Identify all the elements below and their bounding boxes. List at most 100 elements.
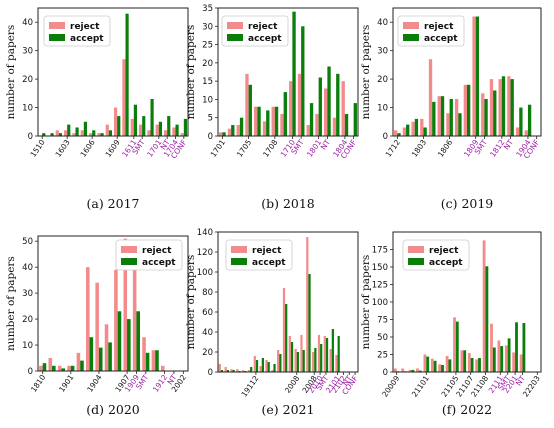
y-tick-label: 0 <box>28 132 33 142</box>
panel-caption: (e) 2021 <box>262 402 315 417</box>
accept-bar <box>150 99 154 136</box>
reject-bar <box>515 127 520 136</box>
reject-bar <box>423 354 427 372</box>
reject-bar <box>259 366 262 372</box>
reject-bar <box>95 282 99 371</box>
accept-bar <box>50 133 54 136</box>
y-tick-label: 40 <box>22 18 33 28</box>
y-tick-label: 125 <box>372 281 388 291</box>
reject-bar <box>332 117 337 136</box>
accept-bar <box>433 360 437 372</box>
accept-bar <box>261 358 264 372</box>
reject-bar <box>254 106 258 136</box>
plot-frame <box>392 7 542 137</box>
accept-bar <box>285 304 288 372</box>
legend-swatch-reject <box>403 22 419 29</box>
y-tick-label: 40 <box>377 18 388 28</box>
reject-bar <box>312 352 315 372</box>
reject-bar <box>341 81 345 136</box>
x-tick-label: 1606 <box>78 138 96 159</box>
reject-bar <box>475 359 479 372</box>
reject-bar <box>297 73 302 136</box>
plot-frame <box>217 7 359 137</box>
reject-bar <box>123 238 128 371</box>
accept-bar <box>353 103 357 136</box>
x-tick-label: 1901 <box>57 373 75 394</box>
y-tick-label: 20 <box>22 75 33 85</box>
reject-bar <box>139 124 143 136</box>
accept-bar <box>220 370 224 372</box>
reject-bar <box>453 317 456 372</box>
reject-bar <box>76 352 81 371</box>
reject-bar <box>430 358 434 372</box>
reject-bar <box>401 368 405 372</box>
accept-bar <box>255 360 259 372</box>
reject-bar <box>105 124 109 136</box>
reject-bar <box>289 81 293 136</box>
accept-bar <box>327 66 331 136</box>
y-tick-label: 100 <box>372 298 388 308</box>
accept-bar <box>493 90 497 136</box>
accept-bar <box>155 350 159 371</box>
reject-bar <box>445 355 449 372</box>
legend: reject accept <box>221 15 289 47</box>
x-tick-label: 2008 <box>283 374 301 395</box>
accept-bar <box>231 125 235 136</box>
y-tick-label: 0 <box>208 368 213 378</box>
accept-bar <box>232 370 235 372</box>
accept-bar <box>257 106 261 136</box>
y-tick-label: 175 <box>372 246 388 256</box>
reject-bar <box>161 365 165 371</box>
y-tick-label: 150 <box>372 263 388 273</box>
x-tick-label: 1609 <box>103 138 121 159</box>
accept-bar <box>397 133 401 136</box>
accept-bar <box>344 114 349 136</box>
accept-bar <box>510 79 514 136</box>
legend: reject accept <box>225 239 293 271</box>
plot-frame <box>37 235 189 372</box>
panel-caption: (f) 2022 <box>442 402 492 417</box>
panel-caption: (c) 2019 <box>441 196 494 211</box>
reject-bar <box>489 79 494 136</box>
reject-bar <box>80 130 84 136</box>
accept-bar <box>423 127 427 136</box>
panel-caption: (a) 2017 <box>87 196 140 211</box>
y-tick-label: 75 <box>377 316 388 326</box>
reject-bar <box>219 132 223 136</box>
y-axis-label: number of papers <box>185 25 197 120</box>
reject-bar <box>172 127 176 136</box>
y-axis-label: number of papers <box>5 25 17 120</box>
reject-bar <box>454 99 459 136</box>
legend-label-reject: reject <box>70 22 100 32</box>
accept-bar <box>83 121 87 136</box>
reject-bar <box>288 336 291 372</box>
y-tick-label: 0 <box>208 132 213 142</box>
reject-bar <box>265 360 268 372</box>
reject-bar <box>411 121 415 136</box>
legend-swatch-reject <box>408 246 424 253</box>
reject-bar <box>236 125 240 136</box>
accept-bar <box>125 13 129 136</box>
reject-bar <box>463 84 467 136</box>
accept-bar <box>320 344 323 372</box>
accept-bar <box>470 358 474 372</box>
reject-bar <box>482 240 486 372</box>
legend-swatch-accept <box>408 258 424 265</box>
reject-bar <box>467 353 471 372</box>
reject-bar <box>242 370 245 372</box>
y-tick-label: 20 <box>377 75 388 85</box>
legend-swatch-reject <box>227 22 243 29</box>
reject-bar <box>498 79 502 136</box>
reject-bar <box>497 340 501 372</box>
legend-label-reject: reject <box>429 246 459 256</box>
y-axis-label: number of papers <box>360 25 372 120</box>
reject-bar <box>64 130 68 136</box>
reject-bar <box>335 355 338 372</box>
accept-bar <box>58 133 62 136</box>
accept-bar <box>475 16 480 137</box>
reject-bar <box>306 237 309 372</box>
